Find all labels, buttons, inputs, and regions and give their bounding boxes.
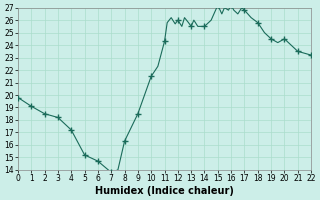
X-axis label: Humidex (Indice chaleur): Humidex (Indice chaleur) xyxy=(95,186,234,196)
